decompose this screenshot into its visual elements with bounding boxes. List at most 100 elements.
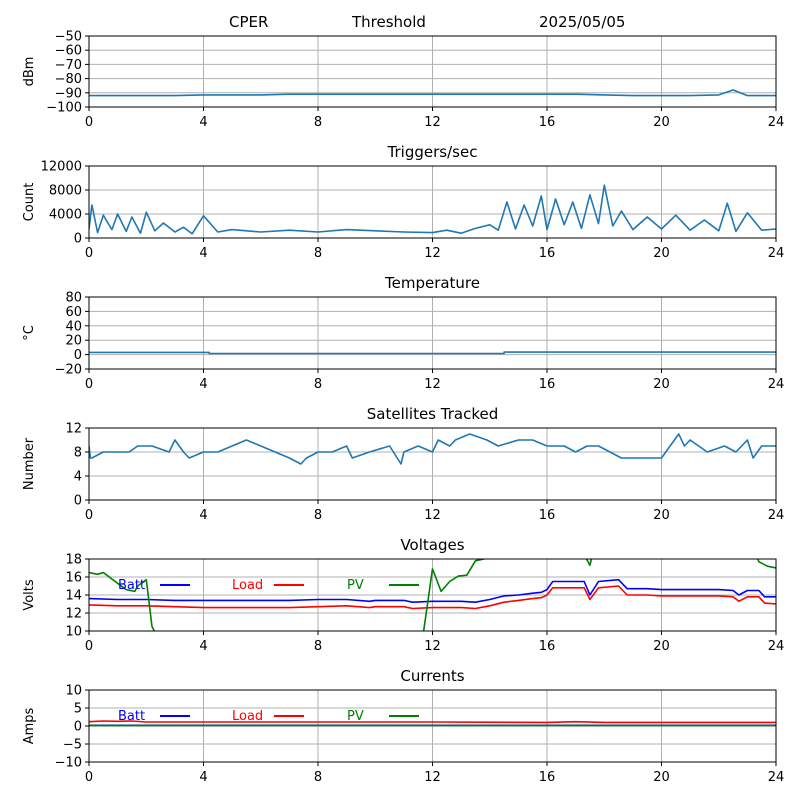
y-tick-label: 0 [74,720,82,735]
header-date: 2025/05/05 [539,13,625,31]
x-tick-label: 4 [199,377,207,392]
x-tick-label: 16 [539,377,556,392]
chart-title: Currents [400,667,464,685]
y-tick-label: 0 [74,348,82,363]
y-axis-label: Volts [22,579,37,611]
x-tick-label: 20 [653,377,670,392]
y-tick-label: 10 [65,684,82,699]
series-line-main [89,433,776,465]
y-tick-label: −70 [55,58,82,73]
y-tick-label: 20 [65,334,82,349]
y-tick-label: 4000 [49,208,82,223]
y-tick-label: −80 [55,72,82,87]
x-tick-label: 4 [199,639,207,654]
chart-satellites: 0 4 8 12 16 20 24 0 4 8 12 Satellites Tracked Number [22,405,784,523]
figure-header: CPER Threshold 2025/05/05 [229,13,625,31]
x-tick-label: 8 [314,377,322,392]
x-tick-label: 12 [424,639,441,654]
legend-label-batt: Batt [118,709,145,724]
y-axis-label: Count [22,183,37,222]
y-tick-label: −50 [55,30,82,45]
x-tick-label: 16 [539,639,556,654]
x-tick-label: 0 [85,246,93,261]
y-tick-label: 8000 [49,184,82,199]
legend-label-load: Load [232,709,263,724]
x-tick-label: 0 [85,770,93,785]
header-mode: Threshold [351,13,426,31]
chart-title: Triggers/sec [387,143,478,161]
legend-label-pv: PV [347,709,364,724]
x-tick-label: 24 [768,639,785,654]
header-site: CPER [229,13,268,31]
x-tick-label: 20 [653,770,670,785]
y-tick-label: 12000 [41,160,82,175]
legend-label-pv: PV [347,578,364,593]
y-tick-label: 5 [74,702,82,717]
x-tick-label: 24 [768,508,785,523]
x-tick-label: 4 [199,246,207,261]
y-tick-label: 60 [65,305,82,320]
x-tick-label: 20 [653,508,670,523]
chart-threshold: 0 4 8 12 16 20 24 −100−90−80−70−60−50 dBm [22,30,784,131]
x-tick-label: 4 [199,770,207,785]
y-tick-label: 12 [65,422,82,437]
y-tick-label: −60 [55,44,82,59]
x-tick-label: 12 [424,115,441,130]
y-tick-label: −5 [63,738,82,753]
x-tick-label: 12 [424,246,441,261]
series-line-main [89,351,776,355]
x-tick-label: 16 [539,770,556,785]
y-axis-label: Number [22,437,37,490]
y-axis-label: Amps [22,707,37,744]
x-tick-label: 24 [768,115,785,130]
chart-currents: 0 4 8 12 16 20 24 −10 −5 0 5 10 Currents Amps Batt Load… [22,667,784,785]
y-tick-label: 18 [65,553,82,568]
y-tick-label: −90 [55,86,82,101]
x-tick-label: 20 [653,639,670,654]
series-line-load [89,720,776,724]
legend-label-batt: Batt [118,578,145,593]
x-tick-label: 4 [199,115,207,130]
y-tick-label: −10 [55,756,82,771]
x-tick-label: 8 [314,115,322,130]
y-tick-label: −100 [46,101,82,116]
x-tick-label: 16 [539,115,556,130]
chart-title: Voltages [400,536,464,554]
x-tick-label: 12 [424,770,441,785]
y-tick-label: 14 [65,589,82,604]
y-tick-label: −20 [55,363,82,378]
x-tick-label: 8 [314,508,322,523]
series-line-main [89,89,776,97]
x-tick-label: 16 [539,508,556,523]
y-tick-label: 0 [74,232,82,247]
y-axis-label: dBm [22,57,37,87]
x-tick-label: 0 [85,115,93,130]
y-tick-label: 40 [65,319,82,334]
x-tick-label: 12 [424,508,441,523]
series-line-main [89,184,776,235]
series-line-batt [89,578,776,604]
x-tick-label: 4 [199,508,207,523]
x-tick-label: 0 [85,508,93,523]
x-tick-label: 12 [424,377,441,392]
y-tick-label: 0 [74,494,82,509]
y-tick-label: 10 [65,625,82,640]
x-tick-label: 0 [85,377,93,392]
chart-title: Temperature [384,274,480,292]
series-line-pv [89,559,776,631]
x-tick-label: 24 [768,246,785,261]
y-tick-label: 80 [65,291,82,306]
x-tick-label: 8 [314,246,322,261]
y-tick-label: 4 [74,470,82,485]
chart-title: Satellites Tracked [367,405,498,423]
y-axis-label: °C [22,325,37,341]
legend-label-load: Load [232,578,263,593]
x-tick-label: 20 [653,246,670,261]
x-tick-label: 8 [314,639,322,654]
chart-triggers: 0 4 8 12 16 20 24 0 4000 8000 12000 Triggers/sec Cou… [22,143,784,261]
x-tick-label: 20 [653,115,670,130]
x-tick-label: 24 [768,770,785,785]
